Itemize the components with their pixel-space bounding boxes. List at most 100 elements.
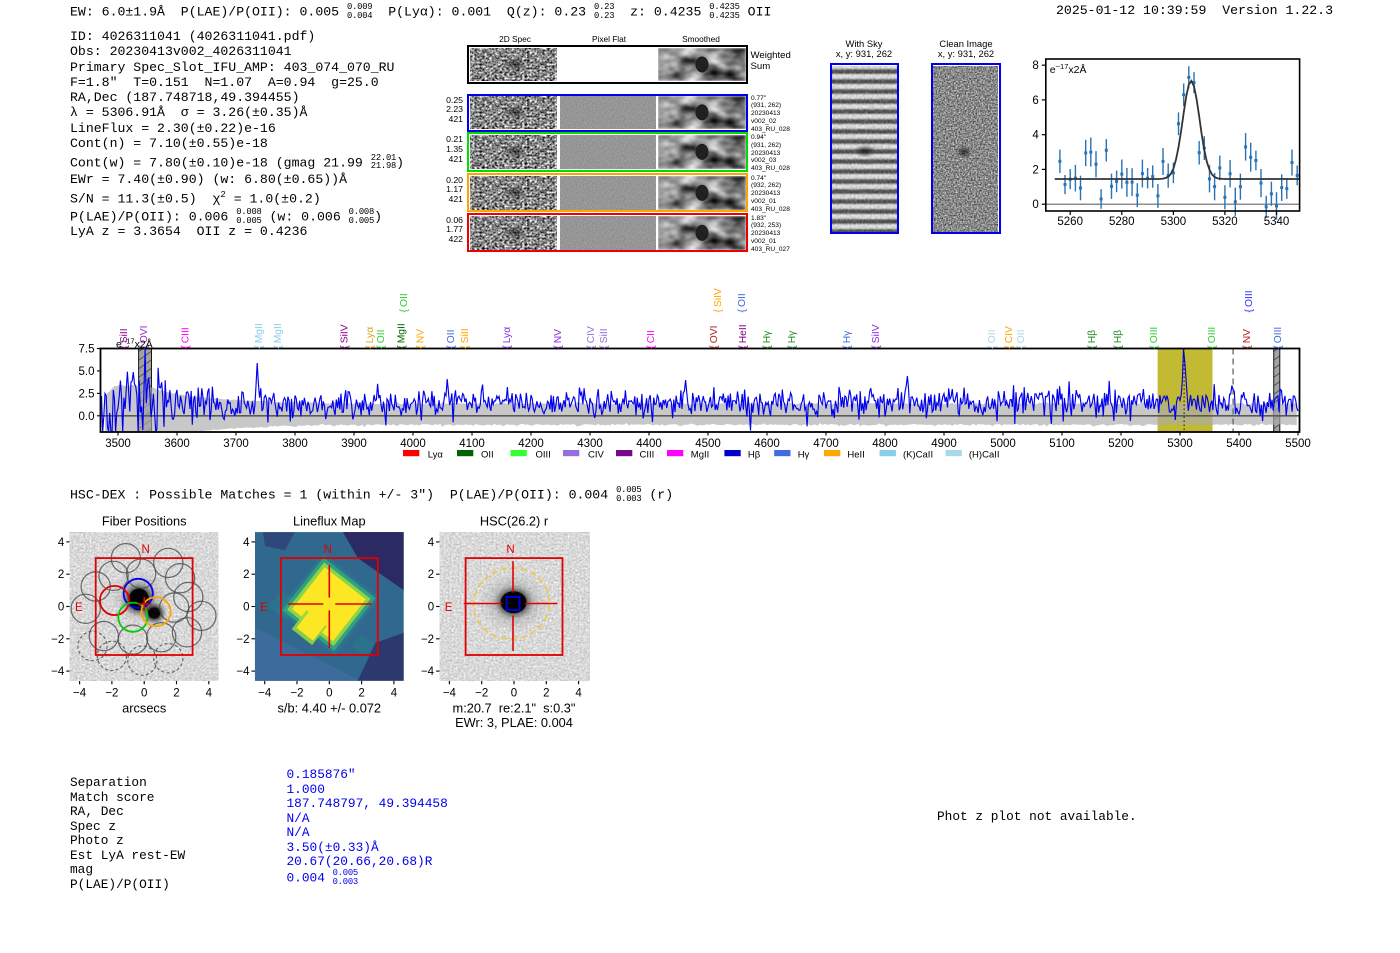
svg-text:{ Hγ: { Hγ [842, 330, 853, 349]
svg-text:4900: 4900 [931, 438, 957, 450]
svg-text:5340: 5340 [1264, 216, 1290, 228]
svg-text:5260: 5260 [1057, 216, 1083, 228]
svg-text:3500: 3500 [105, 438, 131, 450]
svg-text:{ HeII: { HeII [738, 324, 749, 348]
svg-text:E: E [260, 602, 268, 614]
svg-text:−4: −4 [73, 687, 87, 699]
svg-text:4: 4 [58, 537, 65, 549]
svg-text:{ OII: { OII [987, 330, 998, 349]
svg-text:{ OIII: { OIII [1244, 290, 1255, 312]
svg-text:4600: 4600 [754, 438, 780, 450]
svg-text:4400: 4400 [636, 438, 662, 450]
svg-text:E: E [75, 602, 83, 614]
svg-text:3800: 3800 [282, 438, 308, 450]
svg-text:{ OIII: { OIII [1273, 327, 1284, 349]
svg-text:4500: 4500 [695, 438, 721, 450]
svg-text:{ CIII: { CIII [181, 327, 192, 349]
svg-text:4200: 4200 [518, 438, 544, 450]
svg-text:5500: 5500 [1285, 438, 1311, 450]
svg-text:8: 8 [1032, 60, 1038, 72]
svg-text:5320: 5320 [1212, 216, 1238, 228]
svg-text:{ OIII: { OIII [1207, 327, 1218, 349]
svg-text:4: 4 [243, 537, 250, 549]
svg-text:2: 2 [1032, 164, 1038, 176]
svg-text:4: 4 [391, 687, 398, 699]
svg-text:−2: −2 [421, 634, 434, 646]
svg-text:3600: 3600 [164, 438, 190, 450]
svg-text:{ SiII: { SiII [119, 328, 130, 348]
svg-text:{ SiII: { SiII [599, 328, 610, 348]
svg-text:Lyα: Lyα [428, 450, 444, 461]
svg-text:{ Hγ: { Hγ [762, 330, 773, 349]
svg-text:{ NV: { NV [416, 329, 427, 349]
svg-text:e−17x2Å: e−17x2Å [1050, 62, 1087, 76]
svg-text:−2: −2 [475, 687, 488, 699]
svg-text:{ SiIV: { SiIV [713, 288, 724, 313]
svg-text:6: 6 [1032, 95, 1038, 107]
svg-text:{ OVI: { OVI [139, 326, 150, 349]
svg-text:−4: −4 [443, 687, 457, 699]
svg-text:0: 0 [428, 602, 434, 614]
svg-text:−2: −2 [236, 634, 249, 646]
svg-text:Hβ: Hβ [748, 450, 761, 461]
svg-text:OII: OII [481, 450, 494, 461]
svg-text:N: N [506, 544, 514, 556]
svg-text:{ SiIV: { SiIV [340, 324, 351, 349]
svg-text:HeII: HeII [847, 450, 864, 461]
svg-text:{ Lyα: { Lyα [502, 327, 513, 349]
svg-text:4700: 4700 [813, 438, 839, 450]
svg-text:2: 2 [358, 687, 364, 699]
svg-text:{ OII: { OII [399, 293, 410, 312]
svg-text:{ CIV: { CIV [1004, 326, 1015, 349]
svg-text:5200: 5200 [1108, 438, 1134, 450]
svg-text:4: 4 [1032, 130, 1039, 142]
svg-text:{ MgII: { MgII [254, 323, 265, 349]
svg-text:5400: 5400 [1226, 438, 1252, 450]
svg-text:0: 0 [326, 687, 332, 699]
svg-text:e−17x2Å: e−17x2Å [116, 337, 153, 351]
svg-text:{ MgII: { MgII [273, 323, 284, 349]
svg-text:{ NV: { NV [553, 329, 564, 349]
svg-text:−4: −4 [258, 687, 272, 699]
svg-text:{ Hβ: { Hβ [1087, 330, 1098, 349]
svg-text:4: 4 [428, 537, 435, 549]
svg-text:4: 4 [575, 687, 582, 699]
svg-text:4: 4 [206, 687, 213, 699]
svg-text:5300: 5300 [1167, 438, 1193, 450]
svg-text:EWr: 3, PLAE: 0.004: EWr: 3, PLAE: 0.004 [455, 715, 573, 730]
svg-text:{ OVI: { OVI [709, 326, 720, 349]
svg-text:{ Lyα: { Lyα [365, 327, 376, 349]
svg-text:(K)CaII: (K)CaII [903, 450, 933, 461]
svg-text:CIV: CIV [588, 450, 605, 461]
svg-text:4100: 4100 [459, 438, 485, 450]
svg-text:N: N [142, 544, 150, 556]
svg-text:s/b: 4.40 +/- 0.072: s/b: 4.40 +/- 0.072 [278, 701, 382, 716]
svg-text:N: N [324, 544, 332, 556]
svg-text:{ Hγ: { Hγ [787, 330, 798, 349]
svg-text:5100: 5100 [1049, 438, 1075, 450]
svg-text:MgII: MgII [691, 450, 709, 461]
svg-text:{ OII: { OII [737, 293, 748, 312]
svg-text:(H)CaII: (H)CaII [969, 450, 1000, 461]
svg-text:0: 0 [58, 602, 64, 614]
svg-text:m:20.7 re:2.1" s:0.3": m:20.7 re:2.1" s:0.3" [453, 701, 576, 716]
svg-text:{ NV: { NV [1242, 329, 1253, 349]
svg-text:{ CII: { CII [646, 330, 657, 349]
svg-text:HSC(26.2) r: HSC(26.2) r [480, 514, 549, 529]
svg-text:−4: −4 [421, 666, 435, 678]
svg-text:4800: 4800 [872, 438, 898, 450]
svg-text:2: 2 [58, 569, 64, 581]
svg-text:3900: 3900 [341, 438, 367, 450]
svg-text:{ SiII: { SiII [460, 328, 471, 348]
svg-text:arcsecs: arcsecs [122, 701, 166, 716]
svg-text:−2: −2 [290, 687, 303, 699]
svg-text:2: 2 [243, 569, 249, 581]
svg-text:2: 2 [428, 569, 434, 581]
svg-text:Fiber Positions: Fiber Positions [102, 514, 187, 529]
svg-text:Hγ: Hγ [798, 450, 810, 461]
svg-text:2.5: 2.5 [79, 388, 95, 400]
svg-text:5.0: 5.0 [79, 366, 95, 378]
svg-text:−4: −4 [236, 666, 250, 678]
svg-text:5000: 5000 [990, 438, 1016, 450]
svg-text:0.0: 0.0 [79, 411, 95, 423]
